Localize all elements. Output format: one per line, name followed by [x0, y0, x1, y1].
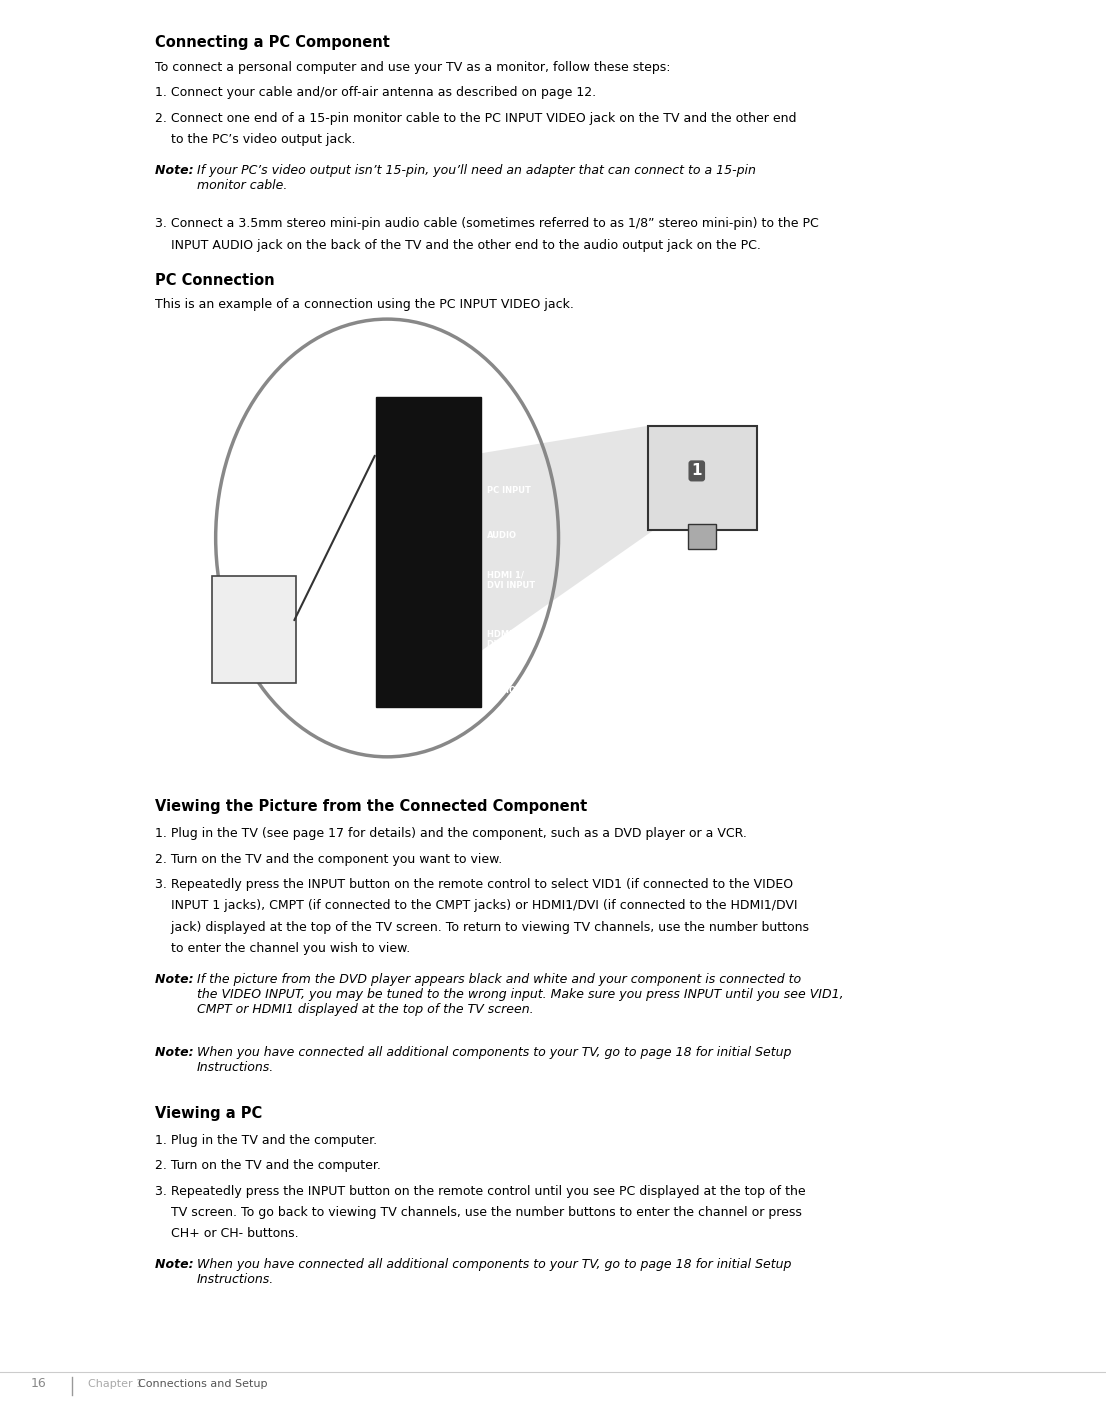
Text: HDMI 1/
DVI INPUT: HDMI 1/ DVI INPUT: [487, 570, 535, 590]
Text: Viewing the Picture from the Connected Component: Viewing the Picture from the Connected C…: [155, 799, 587, 815]
Text: 2. Turn on the TV and the component you want to view.: 2. Turn on the TV and the component you …: [155, 853, 502, 866]
Text: jack) displayed at the top of the TV screen. To return to viewing TV channels, u: jack) displayed at the top of the TV scr…: [155, 921, 808, 933]
FancyBboxPatch shape: [648, 426, 757, 530]
Text: Viewing a PC: Viewing a PC: [155, 1106, 262, 1121]
Text: 16: 16: [31, 1377, 46, 1391]
Text: CH+ or CH- buttons.: CH+ or CH- buttons.: [155, 1227, 299, 1240]
Polygon shape: [481, 425, 653, 651]
Text: AUDIO: AUDIO: [487, 531, 517, 539]
Text: This is an example of a connection using the PC INPUT VIDEO jack.: This is an example of a connection using…: [155, 298, 574, 311]
Text: To connect a personal computer and use your TV as a monitor, follow these steps:: To connect a personal computer and use y…: [155, 61, 670, 73]
Text: to the PC’s video output jack.: to the PC’s video output jack.: [155, 133, 355, 145]
Text: 2. Connect one end of a 15-pin monitor cable to the PC INPUT VIDEO jack on the T: 2. Connect one end of a 15-pin monitor c…: [155, 112, 796, 124]
Text: When you have connected all additional components to your TV, go to page 18 for : When you have connected all additional c…: [197, 1046, 791, 1075]
Text: Connections and Setup: Connections and Setup: [138, 1378, 268, 1389]
Text: Note:: Note:: [155, 973, 198, 986]
FancyBboxPatch shape: [688, 524, 717, 549]
Text: If the picture from the DVD player appears black and white and your component is: If the picture from the DVD player appea…: [197, 973, 844, 1015]
Text: Note:: Note:: [155, 1046, 198, 1059]
Text: 3. Repeatedly press the INPUT button on the remote control to select VID1 (if co: 3. Repeatedly press the INPUT button on …: [155, 878, 793, 891]
Text: 1. Connect your cable and/or off-air antenna as described on page 12.: 1. Connect your cable and/or off-air ant…: [155, 86, 596, 99]
Text: PC Connection: PC Connection: [155, 273, 274, 288]
FancyBboxPatch shape: [212, 576, 296, 683]
Text: Note:: Note:: [155, 164, 198, 176]
Text: HDMI 2/
DVI INPUT: HDMI 2/ DVI INPUT: [487, 630, 535, 650]
FancyBboxPatch shape: [376, 397, 481, 707]
Text: 3. Connect a 3.5mm stereo mini-pin audio cable (sometimes referred to as 1/8” st: 3. Connect a 3.5mm stereo mini-pin audio…: [155, 217, 818, 230]
Text: Connecting a PC Component: Connecting a PC Component: [155, 35, 389, 51]
Text: Chapter 1: Chapter 1: [88, 1378, 144, 1389]
Text: When you have connected all additional components to your TV, go to page 18 for : When you have connected all additional c…: [197, 1258, 791, 1286]
Text: 1: 1: [691, 463, 702, 479]
Text: 2. Turn on the TV and the computer.: 2. Turn on the TV and the computer.: [155, 1159, 380, 1172]
Text: PC INPUT: PC INPUT: [487, 486, 531, 494]
Text: AUDIO: AUDIO: [487, 686, 517, 695]
Text: 1. Plug in the TV and the computer.: 1. Plug in the TV and the computer.: [155, 1134, 377, 1147]
Text: VIDEO: VIDEO: [487, 432, 515, 441]
Text: INPUT AUDIO jack on the back of the TV and the other end to the audio output jac: INPUT AUDIO jack on the back of the TV a…: [155, 239, 761, 251]
Text: If your PC’s video output isn’t 15-pin, you’ll need an adapter that can connect : If your PC’s video output isn’t 15-pin, …: [197, 164, 755, 192]
Text: 1. Plug in the TV (see page 17 for details) and the component, such as a DVD pla: 1. Plug in the TV (see page 17 for detai…: [155, 827, 747, 840]
Text: TV screen. To go back to viewing TV channels, use the number buttons to enter th: TV screen. To go back to viewing TV chan…: [155, 1206, 802, 1219]
Text: 3. Repeatedly press the INPUT button on the remote control until you see PC disp: 3. Repeatedly press the INPUT button on …: [155, 1185, 805, 1197]
Text: R        L: R L: [492, 717, 526, 726]
Text: to enter the channel you wish to view.: to enter the channel you wish to view.: [155, 942, 410, 955]
Text: Note:: Note:: [155, 1258, 198, 1271]
Text: INPUT 1 jacks), CMPT (if connected to the CMPT jacks) or HDMI1/DVI (if connected: INPUT 1 jacks), CMPT (if connected to th…: [155, 899, 797, 912]
